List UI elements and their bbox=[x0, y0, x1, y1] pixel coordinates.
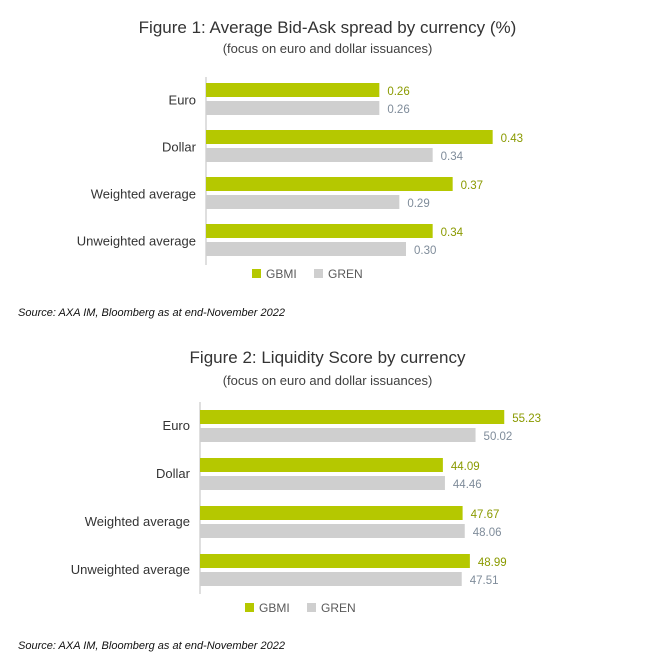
data-label-gbmi: 0.34 bbox=[441, 227, 464, 239]
data-label-gbmi: 0.26 bbox=[387, 86, 409, 98]
data-label-gren: 48.06 bbox=[473, 527, 502, 539]
chart-title: Figure 1: Average Bid-Ask spread by curr… bbox=[138, 18, 517, 37]
data-label-gren: 0.30 bbox=[414, 245, 436, 257]
figure-2: Figure 2: Liquidity Score by currency (f… bbox=[0, 340, 655, 659]
data-label-gren: 0.26 bbox=[387, 104, 409, 116]
category-label: Euro bbox=[163, 418, 190, 433]
chart-title: Figure 2: Liquidity Score by currency bbox=[189, 348, 466, 367]
data-label-gren: 44.46 bbox=[453, 479, 482, 491]
category-label: Weighted average bbox=[91, 187, 196, 202]
bar-gren bbox=[200, 476, 445, 490]
bar-gren bbox=[200, 524, 465, 538]
data-label-gbmi: 47.67 bbox=[471, 509, 500, 521]
data-label-gbmi: 44.09 bbox=[451, 461, 480, 473]
legend-label-gbmi: GBMI bbox=[259, 601, 290, 615]
category-label: Weighted average bbox=[85, 514, 190, 529]
bar-gren bbox=[206, 242, 406, 256]
data-label-gbmi: 55.23 bbox=[512, 413, 541, 425]
data-label-gren: 0.29 bbox=[407, 198, 429, 210]
data-label-gbmi: 48.99 bbox=[478, 557, 507, 569]
figure-1: Figure 1: Average Bid-Ask spread by curr… bbox=[18, 18, 523, 319]
bar-chart-liquidity-score: Euro 55.23 50.02 Dollar 44.09 44.46 Weighted a… bbox=[71, 402, 541, 615]
bar-gbmi bbox=[200, 410, 505, 424]
bar-gbmi bbox=[206, 224, 433, 238]
legend-label-gren: GREN bbox=[321, 601, 356, 615]
chart-subtitle: (focus on euro and dollar issuances) bbox=[222, 41, 433, 56]
bar-gbmi bbox=[200, 554, 470, 568]
data-label-gren: 47.51 bbox=[470, 575, 499, 587]
source-note: Source: AXA IM, Bloomberg as at end-Nove… bbox=[18, 640, 285, 652]
bar-gbmi bbox=[206, 83, 380, 97]
category-label: Unweighted average bbox=[77, 234, 196, 249]
legend-label-gbmi: GBMI bbox=[266, 267, 297, 281]
legend-swatch-gren bbox=[307, 603, 316, 612]
bar-gren bbox=[200, 428, 476, 442]
data-label-gbmi: 0.43 bbox=[501, 133, 523, 145]
data-label-gren: 50.02 bbox=[484, 431, 513, 443]
legend-label-gren: GREN bbox=[328, 267, 363, 281]
source-note: Source: AXA IM, Bloomberg as at end-Nove… bbox=[18, 307, 285, 319]
bar-chart-bid-ask-spread: Euro 0.26 0.26 Dollar 0.43 0.34 Weighted avera… bbox=[77, 77, 523, 281]
chart-subtitle: (focus on euro and dollar issuances) bbox=[222, 373, 433, 388]
category-label: Euro bbox=[169, 93, 196, 108]
category-label: Dollar bbox=[162, 140, 197, 155]
bar-gbmi bbox=[200, 506, 463, 520]
category-label: Unweighted average bbox=[71, 562, 190, 577]
bar-gren bbox=[200, 572, 462, 586]
data-label-gbmi: 0.37 bbox=[461, 180, 483, 192]
bar-gbmi bbox=[200, 458, 443, 472]
bar-gren bbox=[206, 195, 400, 209]
legend-swatch-gbmi bbox=[252, 269, 261, 278]
bar-gbmi bbox=[206, 130, 493, 144]
bar-gren bbox=[206, 101, 380, 115]
legend-swatch-gren bbox=[314, 269, 323, 278]
category-label: Dollar bbox=[156, 466, 191, 481]
bar-gbmi bbox=[206, 177, 453, 191]
bar-gren bbox=[206, 148, 433, 162]
data-label-gren: 0.34 bbox=[441, 151, 464, 163]
legend-swatch-gbmi bbox=[245, 603, 254, 612]
